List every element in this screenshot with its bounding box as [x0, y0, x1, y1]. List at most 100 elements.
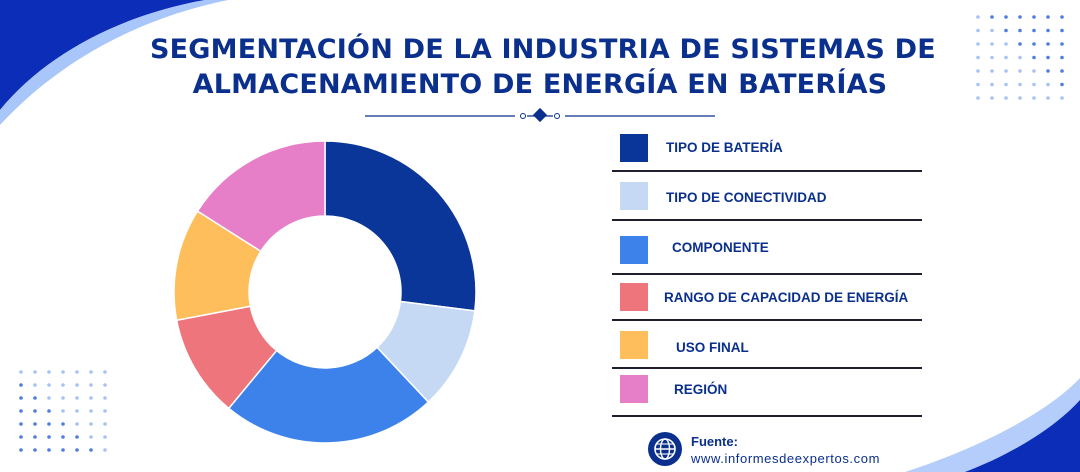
legend-swatch [620, 331, 648, 359]
decor-dot [976, 69, 980, 73]
donut-slice-tipo-de-bateria [324, 140, 477, 312]
decor-dot [47, 435, 51, 439]
legend-divider [612, 273, 922, 275]
decor-dot [1032, 96, 1036, 100]
decor-dot [1046, 55, 1050, 60]
legend-item-uso-final: USO FINAL [612, 319, 922, 369]
decor-dot [103, 435, 107, 439]
decor-dot [1060, 42, 1064, 46]
chart-title: SEGMENTACIÓN DE LA INDUSTRIA DE SISTEMAS… [150, 32, 936, 102]
decor-dot [1060, 69, 1064, 73]
decor-dot [19, 383, 23, 387]
decor-dot [19, 409, 23, 413]
chart-title-line-2: ALMACENAMIENTO DE ENERGÍA EN BATERÍAS [192, 69, 888, 100]
decor-dot [61, 396, 65, 400]
decor-dot [61, 422, 65, 426]
decor-dot [47, 383, 51, 387]
decor-dot [1018, 55, 1022, 60]
decor-dot [33, 409, 37, 413]
decor-dot [1018, 82, 1022, 87]
decor-dot [976, 55, 980, 60]
decor-dot [75, 370, 79, 374]
bottom-left-dot-pattern [19, 370, 107, 452]
donut-slice-componente [227, 346, 430, 444]
decor-dot [990, 42, 994, 46]
globe-icon [648, 432, 682, 466]
chart-title-line-1: SEGMENTACIÓN DE LA INDUSTRIA DE SISTEMAS… [150, 34, 936, 65]
decor-dot [89, 396, 93, 400]
decor-dot [61, 370, 65, 374]
top-right-dot-pattern [976, 15, 1064, 100]
legend-divider [612, 415, 922, 417]
decor-dot [47, 448, 51, 452]
decor-dot [89, 448, 93, 452]
decor-dot [103, 396, 107, 400]
decor-dot [1046, 28, 1050, 33]
decor-dot [1004, 96, 1008, 100]
decor-dot [19, 396, 23, 400]
decor-dot [1060, 28, 1064, 33]
decor-dot [976, 42, 980, 46]
decor-dot [61, 383, 65, 387]
decor-dot [990, 28, 994, 33]
decor-dot [61, 409, 65, 413]
decor-dot [990, 96, 994, 100]
decor-dot [89, 435, 93, 439]
decor-dot [990, 15, 994, 19]
decor-dot [976, 82, 980, 87]
source-label: Fuente: [691, 434, 738, 449]
decor-dot [1032, 69, 1036, 73]
legend-label: TIPO DE CONECTIVIDAD [666, 190, 827, 205]
legend-label: TIPO DE BATERÍA [666, 140, 783, 155]
bottom-right-wave-dark [965, 400, 1080, 472]
decor-dot [990, 69, 994, 73]
decor-dot [1032, 55, 1036, 60]
decor-dot [1032, 15, 1036, 19]
decor-dot [990, 55, 994, 60]
decor-dot [1018, 96, 1022, 100]
legend-swatch [620, 182, 648, 210]
decor-dot [1004, 82, 1008, 87]
decor-dot [103, 448, 107, 452]
decor-dot [976, 96, 980, 100]
decor-dot [1018, 42, 1022, 46]
decor-dot [1046, 42, 1050, 46]
decor-dot [1004, 55, 1008, 60]
decor-dot [33, 435, 37, 439]
legend-item-region: REGIÓN [612, 367, 922, 417]
decor-dot [89, 370, 93, 374]
decor-dot [1046, 96, 1050, 100]
donut-slice-region [196, 140, 326, 253]
top-left-wave-dark [0, 0, 205, 110]
decor-dot [1060, 55, 1064, 60]
decor-dot [61, 448, 65, 452]
legend-swatch [620, 236, 648, 264]
legend-label: USO FINAL [676, 340, 749, 355]
decor-dot [1004, 42, 1008, 46]
decor-dot [61, 435, 65, 439]
legend-item-componente: COMPONENTE [612, 220, 922, 275]
legend-item-tipo-de-conectividad: TIPO DE CONECTIVIDAD [612, 170, 922, 221]
legend-swatch [620, 134, 648, 162]
decor-dot [75, 422, 79, 426]
source-url[interactable]: www.informesdeexpertos.com [691, 451, 880, 466]
decor-dot [1018, 28, 1022, 33]
legend-swatch [620, 283, 648, 311]
decor-dot [976, 28, 980, 33]
decor-dot [1018, 69, 1022, 73]
decor-dot [1018, 15, 1022, 19]
title-divider [365, 107, 715, 123]
decor-dot [1004, 28, 1008, 33]
decor-dot [47, 396, 51, 400]
decor-dot [33, 383, 37, 387]
decor-dot [103, 422, 107, 426]
decor-dot [1004, 15, 1008, 19]
decor-dot [47, 409, 51, 413]
decor-dot [1032, 28, 1036, 33]
legend-label: RANGO DE CAPACIDAD DE ENERGÍA [664, 290, 909, 305]
decor-dot [1032, 82, 1036, 87]
decor-dot [89, 409, 93, 413]
decor-dot [1032, 42, 1036, 46]
decor-dot [33, 370, 37, 374]
legend-item-tipo-de-bateria: TIPO DE BATERÍA [612, 122, 922, 172]
